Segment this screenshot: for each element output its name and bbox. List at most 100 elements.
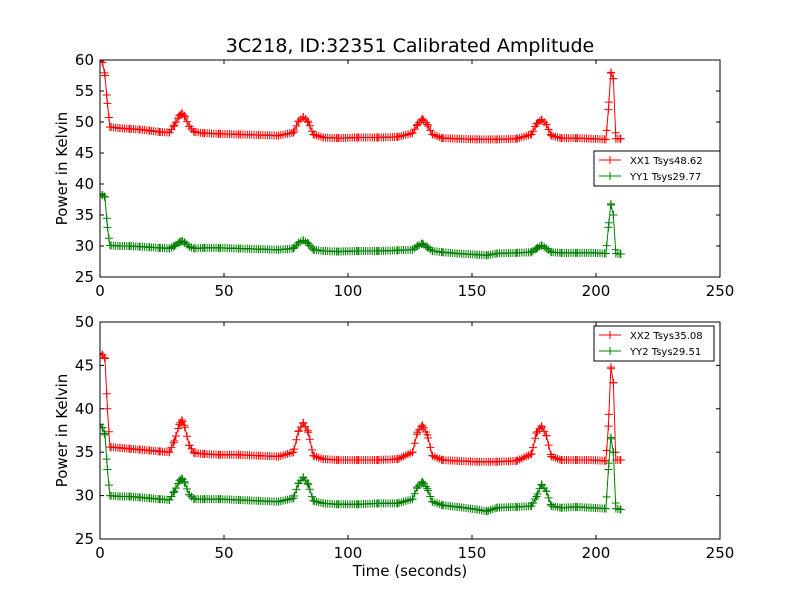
data-point (604, 105, 613, 114)
data-point (537, 423, 546, 432)
data-point (601, 135, 610, 144)
chart-panel-1: 0 50 100 150 200 250 25 30 35 40 45 50 55 60 3C218, ID… (53, 35, 734, 300)
data-point (103, 465, 112, 474)
legend-marker (606, 331, 614, 339)
data-point (165, 495, 174, 504)
data-point (167, 443, 176, 452)
data-point (393, 455, 402, 464)
data-point (410, 489, 419, 498)
x-tick-label: 100 (334, 544, 363, 562)
data-point (604, 410, 613, 419)
data-point (609, 378, 618, 387)
legend-marker (606, 156, 614, 164)
y-tick-label: 45 (75, 356, 94, 374)
data-point (102, 214, 111, 223)
data-point (421, 482, 430, 491)
data-point (299, 113, 308, 122)
data-point (419, 423, 428, 432)
data-point (304, 480, 313, 489)
data-point (171, 431, 180, 440)
data-point (100, 193, 109, 202)
data-point (529, 443, 538, 452)
data-point (289, 128, 298, 137)
data-point (304, 239, 313, 248)
data-point (426, 492, 435, 501)
y-tick-label: 30 (75, 487, 94, 505)
x-tick-label: 150 (458, 282, 487, 300)
legend-marker (606, 172, 614, 180)
data-point (544, 441, 553, 450)
data-point (308, 492, 317, 501)
data-point (601, 504, 610, 513)
data-point (408, 495, 417, 504)
x-tick-label: 200 (582, 544, 611, 562)
series-1 (100, 349, 625, 466)
data-point (532, 429, 541, 438)
x-tick-label: 150 (458, 544, 487, 562)
data-point (423, 484, 432, 493)
data-point (418, 477, 427, 486)
data-point (178, 417, 187, 426)
y-tick-label: 25 (75, 268, 94, 286)
data-point (609, 74, 618, 83)
x-tick-label: 250 (706, 544, 735, 562)
data-point (290, 445, 299, 454)
y-axis-label: Power in Kelvin (53, 112, 71, 226)
data-point (607, 69, 616, 78)
y-tick-label: 40 (75, 175, 94, 193)
data-point (529, 127, 538, 136)
data-point (104, 234, 113, 243)
chart-title: 3C218, ID:32351 Calibrated Amplitude (226, 35, 594, 57)
data-point (290, 126, 299, 135)
data-point (418, 114, 427, 123)
data-point (602, 446, 611, 455)
x-tick-label: 50 (214, 282, 233, 300)
data-point (169, 488, 178, 497)
y-tick-label: 35 (75, 443, 94, 461)
x-tick-label: 200 (582, 282, 611, 300)
data-point (102, 389, 111, 398)
axes-frame (99, 321, 721, 540)
data-point (604, 218, 613, 227)
data-point (303, 479, 312, 488)
legend: XX1 Tsys48.62 YY1 Tsys29.77 (593, 150, 721, 187)
data-point (426, 443, 435, 452)
data-point (609, 448, 618, 457)
data-point (292, 485, 301, 494)
data-point (424, 433, 433, 442)
data-point (103, 99, 112, 108)
data-point (303, 426, 312, 435)
x-axis-label: Time (seconds) (352, 562, 468, 580)
data-point (616, 456, 625, 465)
legend: XX2 Tsys35.08 YY2 Tsys29.51 (593, 325, 715, 362)
data-point (542, 487, 551, 496)
x-tick-label: 0 (95, 544, 105, 562)
data-point (604, 422, 613, 431)
data-point (303, 117, 312, 126)
data-point (607, 364, 616, 373)
data-point (602, 126, 611, 135)
data-point (174, 424, 183, 433)
data-point (171, 484, 180, 493)
data-point (540, 427, 549, 436)
data-point (604, 98, 613, 107)
y-tick-label: 55 (75, 82, 94, 100)
data-point (165, 244, 174, 253)
y-tick-label: 50 (75, 313, 94, 331)
data-point (165, 448, 174, 457)
data-point (616, 250, 625, 259)
data-point (602, 492, 611, 501)
y-tick-label: 40 (75, 400, 94, 418)
x-tick-label: 250 (706, 282, 735, 300)
data-point (292, 435, 301, 444)
y-tick-label: 25 (75, 530, 94, 548)
data-point (533, 490, 542, 499)
data-point (604, 459, 613, 468)
legend-entry: XX2 Tsys35.08 (630, 331, 703, 342)
y-tick-label: 60 (75, 51, 94, 69)
legend-box (593, 325, 715, 362)
series-2 (100, 420, 625, 516)
data-point (100, 423, 107, 432)
legend-entry: YY2 Tsys29.51 (629, 347, 701, 358)
